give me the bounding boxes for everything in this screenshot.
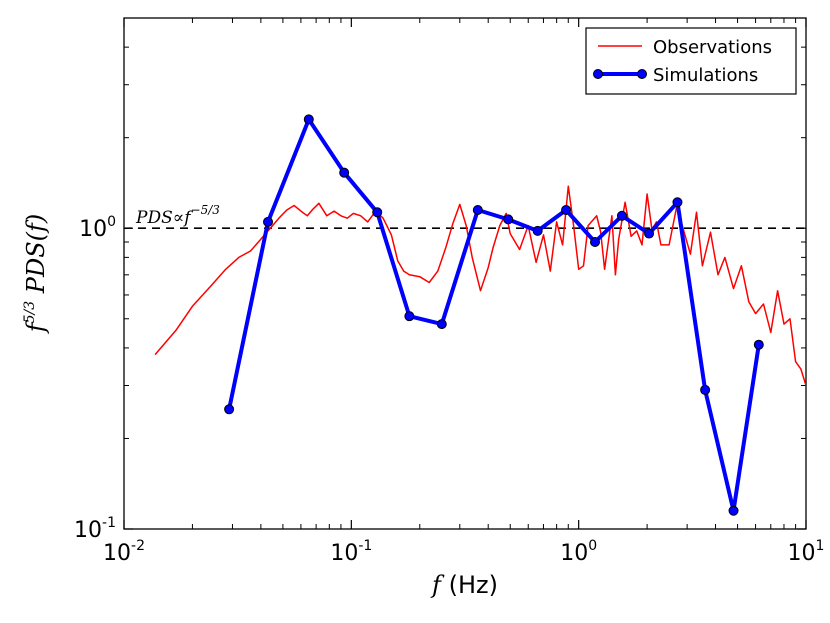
x-tick-label: 100 bbox=[560, 538, 597, 566]
legend-box bbox=[585, 27, 797, 95]
series-line-observations bbox=[154, 185, 806, 386]
y-axis-label: f5/3 PDS(f) bbox=[22, 214, 50, 335]
x-axis-label: f (Hz) bbox=[430, 571, 498, 599]
x-tick-label: 10-1 bbox=[330, 538, 372, 566]
data-point-simulations bbox=[672, 197, 683, 208]
x-tick-label: 10-2 bbox=[103, 538, 145, 566]
series-line-simulations bbox=[227, 117, 761, 513]
data-point-simulations bbox=[503, 214, 514, 225]
data-point-simulations bbox=[436, 319, 447, 330]
data-point-simulations bbox=[263, 216, 274, 227]
data-point-simulations bbox=[753, 339, 764, 350]
data-point-simulations bbox=[339, 167, 350, 178]
data-point-simulations bbox=[728, 505, 739, 516]
data-point-simulations bbox=[644, 228, 655, 239]
data-point-simulations bbox=[700, 384, 711, 395]
reference-line-label: PDS∝f−5/3 bbox=[135, 203, 220, 228]
data-point-simulations bbox=[404, 311, 415, 322]
legend-label-observations: Observations bbox=[653, 37, 772, 58]
y-tick-label: 100 bbox=[79, 214, 116, 242]
data-point-simulations bbox=[303, 114, 314, 125]
data-point-simulations bbox=[590, 236, 601, 247]
data-point-simulations bbox=[472, 204, 483, 215]
legend-marker-simulations-right bbox=[637, 69, 647, 79]
legend-marker-simulations-left bbox=[593, 69, 603, 79]
legend-label-simulations: Simulations bbox=[653, 65, 758, 86]
y-tick-label: 10-1 bbox=[74, 515, 116, 543]
markers-layer bbox=[224, 114, 764, 516]
x-tick-label: 101 bbox=[788, 538, 825, 566]
data-point-simulations bbox=[532, 225, 543, 236]
legend: Observations Simulations bbox=[585, 27, 797, 95]
plot-area bbox=[123, 17, 807, 530]
data-point-simulations bbox=[616, 210, 627, 221]
series-layer bbox=[154, 117, 806, 513]
data-point-simulations bbox=[372, 207, 383, 218]
data-point-simulations bbox=[224, 404, 235, 415]
data-point-simulations bbox=[561, 204, 572, 215]
